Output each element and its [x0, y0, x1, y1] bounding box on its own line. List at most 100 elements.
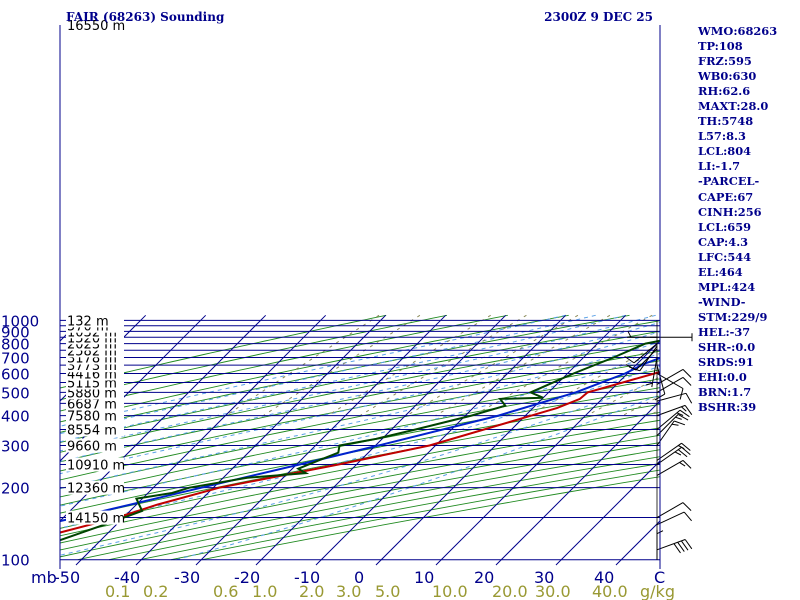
height-label-bg: [66, 438, 124, 453]
height-label: 8554 m: [67, 424, 117, 439]
dry-adiabat: [60, 340, 660, 463]
sidebar-value: CINH:256: [698, 204, 762, 219]
mixing-ratio-line: [359, 314, 527, 417]
isotherm: [435, 340, 660, 566]
sidebar-value: LCL:659: [698, 219, 752, 234]
wind-barb-flag: [625, 364, 637, 371]
dry-adiabat: [60, 427, 660, 544]
pressure-label: 400: [1, 408, 30, 426]
temperature-tick-label: -40: [114, 568, 140, 587]
temperature-tick-label: 0: [354, 568, 364, 587]
height-label-bg: [66, 313, 124, 328]
pressure-label: 600: [1, 366, 30, 384]
dry-adiabat: [77, 449, 660, 561]
wind-barb-flag: [674, 451, 682, 456]
sidebar-value: RH:62.6: [698, 84, 751, 99]
moist-adiabat: [60, 365, 660, 529]
pressure-label: 200: [1, 480, 30, 498]
height-label: 5880 m: [67, 386, 117, 401]
temperature-tick-label: -50: [54, 568, 80, 587]
pressure-label: 700: [1, 350, 30, 368]
mixing-ratio-tick-label: 0.2: [143, 582, 168, 600]
mixing-ratio-tick-label: 30.0: [535, 582, 571, 600]
wind-barb: [656, 404, 686, 417]
wind-barb-flag: [681, 442, 691, 451]
sidebar-value: EHI:0.0: [698, 370, 747, 385]
wind-barb: [656, 409, 681, 430]
wind-barb: [656, 511, 685, 526]
mixing-ratio-line: [473, 314, 653, 417]
height-label: 7580 m: [67, 410, 117, 425]
sidebar-value: HEL:-37: [698, 324, 751, 339]
dry-adiabat: [60, 403, 660, 522]
wind-barb: [656, 392, 687, 402]
isotherm: [195, 314, 447, 566]
dry-adiabat: [60, 314, 508, 412]
moist-adiabat: [60, 341, 660, 489]
height-label-bg: [66, 408, 124, 423]
isotherm: [615, 520, 660, 566]
sidebar-value: FRZ:595: [698, 54, 752, 69]
mixing-ratio-line: [528, 343, 660, 417]
height-label-bg: [66, 422, 124, 437]
wind-barb-flag: [679, 409, 690, 418]
pressure-label: 100: [1, 552, 30, 570]
mixing-ratio-line: [225, 314, 380, 417]
temperature-tick-label: 30: [534, 568, 554, 587]
wind-barb: [656, 373, 684, 389]
wind-barb-flag: [675, 416, 682, 420]
wind-barb-flag: [681, 446, 691, 455]
sidebar-value: WB0:630: [698, 69, 757, 84]
height-label-bg: [66, 480, 124, 495]
mixing-ratio-tick-label: 10.0: [432, 582, 468, 600]
wind-barb: [656, 414, 679, 436]
height-label-bg: [66, 510, 124, 525]
wind-barb-flag: [677, 413, 689, 421]
sidebar-value: -PARCEL-: [698, 174, 760, 189]
mixing-ratio-tick-label: 0.6: [213, 582, 238, 600]
wind-barb: [639, 345, 658, 372]
dry-adiabat: [60, 411, 660, 529]
height-label: 14150 m: [67, 512, 125, 527]
wind-barb-flag: [627, 331, 632, 338]
sidebar-value: TP:108: [698, 39, 743, 54]
sidebar-value: LCL:804: [698, 144, 752, 159]
pressure-label: 500: [1, 384, 30, 402]
temperature-tick-label: 10: [414, 568, 434, 587]
pressure-label: 1000: [1, 312, 39, 330]
wind-barb-flag: [677, 542, 685, 552]
sidebar-value: WMO:68263: [698, 24, 778, 38]
moist-adiabat: [176, 394, 660, 561]
wind-barb-flag: [676, 412, 684, 416]
mixing-ratio-tick-label: 5.0: [375, 582, 400, 600]
height-label: 9660 m: [67, 440, 117, 455]
pressure-label: 800: [1, 336, 30, 354]
sidebar-value: BSHR:39: [698, 400, 757, 415]
dry-adiabat: [60, 442, 660, 558]
sidebar-value: L57:8.3: [698, 129, 746, 144]
axis-label-backdrop: [30, 569, 670, 600]
dry-adiabat: [60, 419, 660, 537]
height-label: 132 m: [67, 314, 109, 329]
dry-adiabat: [60, 378, 660, 498]
header-station: FAIR (68263) Sounding: [66, 10, 225, 24]
temperature-tick-label: 40: [594, 568, 614, 587]
wind-barb: [633, 343, 658, 364]
wind-barb: [635, 348, 658, 371]
wind-barb-flag: [680, 540, 689, 551]
sidebar-value: BRN:1.7: [698, 385, 752, 400]
dry-adiabat: [60, 395, 660, 514]
dry-adiabat: [60, 320, 660, 443]
dry-adiabat: [60, 314, 630, 433]
isotherm: [555, 460, 660, 566]
wind-barb-flag: [685, 393, 693, 404]
wind-barb-flag: [682, 502, 692, 511]
temperature-tick-label: -30: [174, 568, 200, 587]
mixing-ratio-tick-label: 40.0: [592, 582, 628, 600]
sidebar-value: EL:464: [698, 264, 743, 279]
wind-barb-flag: [673, 543, 681, 554]
temperature-tick-label: C: [654, 568, 665, 587]
